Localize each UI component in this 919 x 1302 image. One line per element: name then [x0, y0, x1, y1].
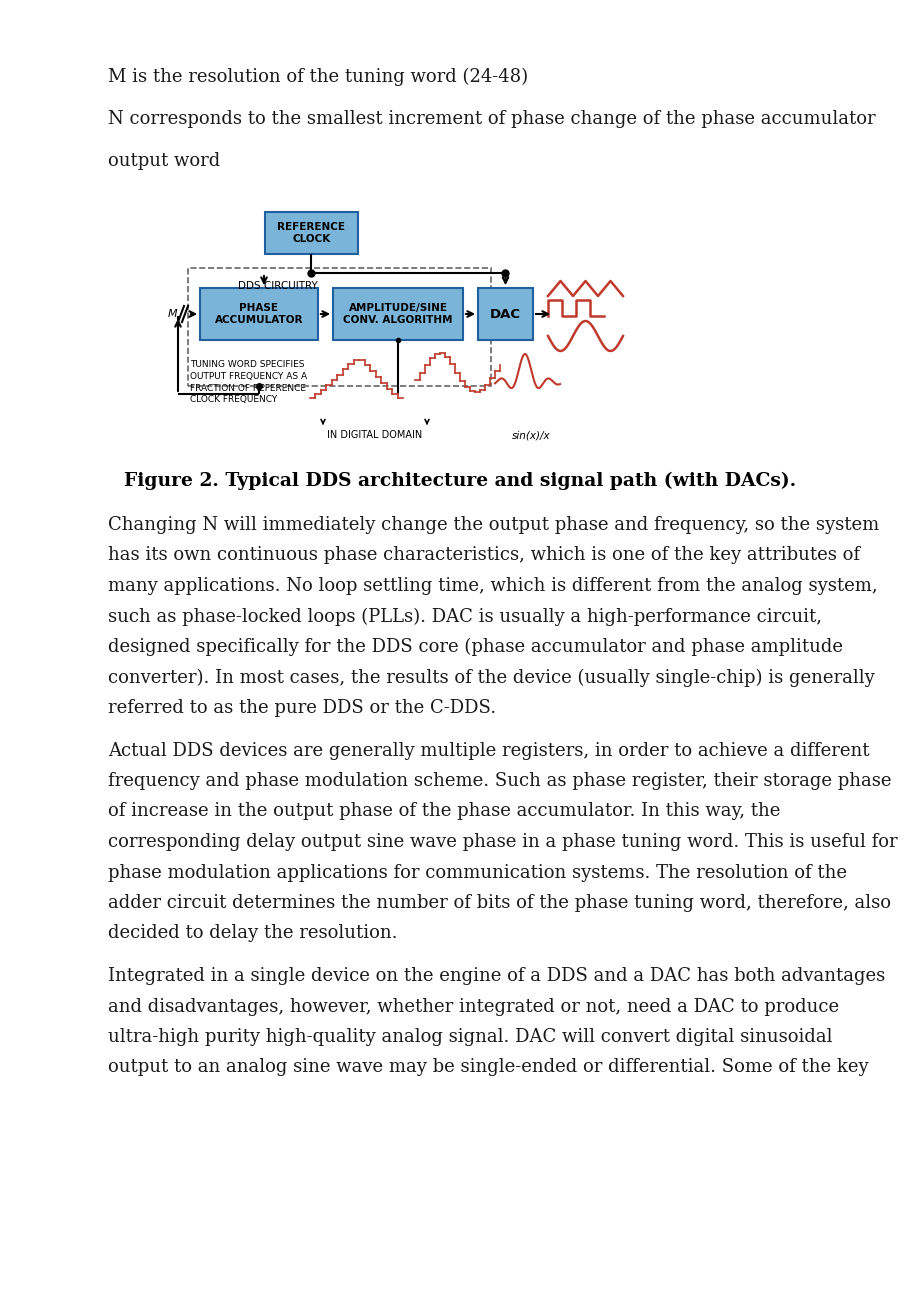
- Text: corresponding delay output sine wave phase in a phase tuning word. This is usefu: corresponding delay output sine wave pha…: [108, 833, 897, 852]
- Text: DDS CIRCUITRY: DDS CIRCUITRY: [238, 281, 317, 292]
- Text: DAC: DAC: [490, 307, 520, 320]
- Text: has its own continuous phase characteristics, which is one of the key attributes: has its own continuous phase characteris…: [108, 547, 859, 565]
- Text: Actual DDS devices are generally multiple registers, in order to achieve a diffe: Actual DDS devices are generally multipl…: [108, 742, 868, 759]
- Text: M: M: [168, 309, 177, 319]
- Text: TUNING WORD SPECIFIES
OUTPUT FREQUENCY AS A
FRACTION OF REFERENCE
CLOCK FREQUENC: TUNING WORD SPECIFIES OUTPUT FREQUENCY A…: [190, 359, 307, 405]
- Text: converter). In most cases, the results of the device (usually single-chip) is ge: converter). In most cases, the results o…: [108, 668, 874, 686]
- Text: many applications. No loop settling time, which is different from the analog sys: many applications. No loop settling time…: [108, 577, 877, 595]
- Text: such as phase-locked loops (PLLs). DAC is usually a high-performance circuit,: such as phase-locked loops (PLLs). DAC i…: [108, 608, 821, 626]
- Text: PHASE
ACCUMULATOR: PHASE ACCUMULATOR: [214, 303, 303, 324]
- Text: M is the resolution of the tuning word (24-48): M is the resolution of the tuning word (…: [108, 68, 528, 86]
- Bar: [333, 288, 462, 340]
- Text: phase modulation applications for communication systems. The resolution of the: phase modulation applications for commun…: [108, 863, 846, 881]
- Text: adder circuit determines the number of bits of the phase tuning word, therefore,: adder circuit determines the number of b…: [108, 894, 890, 911]
- Text: of increase in the output phase of the phase accumulator. In this way, the: of increase in the output phase of the p…: [108, 802, 779, 820]
- Text: Changing N will immediately change the output phase and frequency, so the system: Changing N will immediately change the o…: [108, 516, 879, 534]
- Text: REFERENCE
CLOCK: REFERENCE CLOCK: [278, 223, 346, 243]
- Text: N corresponds to the smallest increment of phase change of the phase accumulator: N corresponds to the smallest increment …: [108, 109, 875, 128]
- Text: designed specifically for the DDS core (phase accumulator and phase amplitude: designed specifically for the DDS core (…: [108, 638, 842, 656]
- Text: and disadvantages, however, whether integrated or not, need a DAC to produce: and disadvantages, however, whether inte…: [108, 997, 838, 1016]
- Text: Integrated in a single device on the engine of a DDS and a DAC has both advantag: Integrated in a single device on the eng…: [108, 967, 884, 986]
- Text: IN DIGITAL DOMAIN: IN DIGITAL DOMAIN: [327, 430, 422, 440]
- Bar: [478, 288, 532, 340]
- Text: output to an analog sine wave may be single-ended or differential. Some of the k: output to an analog sine wave may be sin…: [108, 1059, 868, 1077]
- Text: output word: output word: [108, 152, 220, 171]
- Bar: [265, 212, 357, 254]
- Bar: [199, 288, 318, 340]
- Text: referred to as the pure DDS or the C-DDS.: referred to as the pure DDS or the C-DDS…: [108, 699, 495, 717]
- Bar: [187, 268, 491, 385]
- Text: ultra-high purity high-quality analog signal. DAC will convert digital sinusoida: ultra-high purity high-quality analog si…: [108, 1029, 832, 1046]
- Text: sin(x)/x: sin(x)/x: [511, 430, 550, 440]
- Text: AMPLITUDE/SINE
CONV. ALGORITHM: AMPLITUDE/SINE CONV. ALGORITHM: [343, 303, 452, 324]
- Text: Figure 2. Typical DDS architecture and signal path (with DACs).: Figure 2. Typical DDS architecture and s…: [124, 473, 795, 491]
- Text: decided to delay the resolution.: decided to delay the resolution.: [108, 924, 397, 943]
- Text: frequency and phase modulation scheme. Such as phase register, their storage pha: frequency and phase modulation scheme. S…: [108, 772, 891, 790]
